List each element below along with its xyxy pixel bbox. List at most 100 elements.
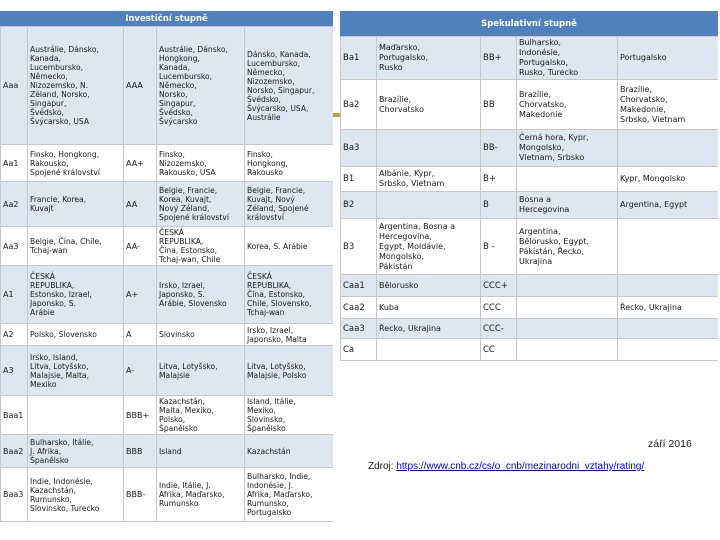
moodys-rating: Ba2 xyxy=(340,79,377,130)
sp-rating: AA+ xyxy=(123,144,157,182)
investment-grade-table: Aaa Austrálie, Dánsko, Kanada, Lucembursk… xyxy=(0,26,333,522)
moodys-rating: A1 xyxy=(0,265,28,324)
sp-rating: A xyxy=(123,323,157,346)
sp-countries: ČESKÁ REPUBLIKA, Čína, Estonsko, Tchaj-w… xyxy=(156,226,245,266)
source-line: Zdroj: https://www.cnb.cz/cs/o_cnb/mezin… xyxy=(368,461,644,472)
date-label: září 2016 xyxy=(648,438,692,450)
fitch-countries: Korea, S. Arábie xyxy=(244,226,333,266)
moodys-rating: Ba3 xyxy=(340,129,377,167)
moodys-countries: Bělorusko xyxy=(376,274,481,297)
speculative-grade-table-panel: Spekulativní stupně Ba1 Maďarsko, Portuga… xyxy=(340,11,718,397)
moodys-countries: Francie, Korea, Kuvajt xyxy=(27,181,124,227)
sp-rating: AA xyxy=(123,181,157,227)
moodys-rating: Aa2 xyxy=(0,181,28,227)
sp-countries: Slovinsko xyxy=(156,323,245,346)
moodys-countries: Řecko, Ukrajina xyxy=(376,318,481,339)
investment-grade-header: Investiční stupně xyxy=(0,11,333,26)
investment-row: Aa3 Belgie, Čína, Chile, Tchaj-wan AA- ČESK… xyxy=(0,226,333,266)
moodys-countries: Indie, Indonésie, Kazachstán, Rumunsko, … xyxy=(27,467,124,522)
sp-countries xyxy=(516,338,618,361)
moodys-countries: Polsko, Slovensko xyxy=(27,323,124,346)
fitch-countries: Litva, Lotyšsko, Malajsie, Polsko xyxy=(244,345,333,396)
sp-countries xyxy=(516,296,618,319)
moodys-rating: Caa2 xyxy=(340,296,377,319)
sp-rating: BBB+ xyxy=(123,395,157,435)
investment-row: A3 Irsko, Island, Litva, Lotyšsko, Malajs… xyxy=(0,345,333,396)
source-prefix: Zdroj: xyxy=(368,461,397,472)
sp-rating: A+ xyxy=(123,265,157,324)
fitch-countries: Řecko, Ukrajina xyxy=(617,296,718,319)
sp-countries xyxy=(516,318,618,339)
fitch-countries: Island, Itálie, Mexiko, Slovinsko, Španě… xyxy=(244,395,333,435)
fitch-countries xyxy=(617,318,718,339)
sp-countries: Kazachstán, Malta, Mexiko, Polsko, Španě… xyxy=(156,395,245,435)
source-link[interactable]: https://www.cnb.cz/cs/o_cnb/mezinarodni_… xyxy=(396,461,645,472)
moodys-rating: Baa2 xyxy=(0,434,28,468)
sp-rating: CCC xyxy=(480,296,517,319)
moodys-countries: Argentina, Bosna a Hercegovina, Egypt, M… xyxy=(376,218,481,275)
moodys-countries: Finsko, Hongkong, Rakousko, Spojené král… xyxy=(27,144,124,182)
investment-row: Baa2 Bulharsko, Itálie, J. Afrika, Španěl… xyxy=(0,434,333,468)
fitch-countries: Portugalsko xyxy=(617,36,718,80)
sp-countries: Irsko, Izrael, Japonsko, S. Arábie, Slov… xyxy=(156,265,245,324)
fitch-countries: Argentina, Egypt xyxy=(617,191,718,219)
speculative-row: B3 Argentina, Bosna a Hercegovina, Egypt,… xyxy=(340,218,718,275)
sp-countries: Brazílie, Chorvatsko, Makedonie xyxy=(516,79,618,130)
moodys-countries: Irsko, Island, Litva, Lotyšsko, Malajsie… xyxy=(27,345,124,396)
moodys-countries: ČESKÁ REPUBLIKA, Estonsko, Izrael, Japon… xyxy=(27,265,124,324)
sp-countries: Island xyxy=(156,434,245,468)
sp-countries: Černá hora, Kypr, Mongolsko, Vietnam, Sr… xyxy=(516,129,618,167)
speculative-row: Ba3 BB- Černá hora, Kypr, Mongolsko, Vietn… xyxy=(340,129,718,167)
moodys-rating: Ca xyxy=(340,338,377,361)
sp-countries: Belgie, Francie, Korea, Kuvajt, Nový Zél… xyxy=(156,181,245,227)
fitch-countries xyxy=(617,129,718,167)
moodys-rating: Aa3 xyxy=(0,226,28,266)
fitch-countries: Bulharsko, Indie, Indonésie, J. Afrika, … xyxy=(244,467,333,522)
sp-rating: CC xyxy=(480,338,517,361)
fitch-countries: Kazachstán xyxy=(244,434,333,468)
investment-row: Aa1 Finsko, Hongkong, Rakousko, Spojené k… xyxy=(0,144,333,182)
sp-rating: BBB- xyxy=(123,467,157,522)
fitch-countries: ČESKÁ REPUBLIKA, Čína, Estonsko, Chile, … xyxy=(244,265,333,324)
sp-countries xyxy=(516,166,618,192)
investment-grade-table-panel: Investiční stupně Aaa Austrálie, Dánsko, … xyxy=(0,11,333,540)
speculative-row: Ba2 Brazílie, Chorvatsko BB Brazílie, Chorv… xyxy=(340,79,718,130)
sp-rating: BB+ xyxy=(480,36,517,80)
fitch-countries: Kypr, Mongolsko xyxy=(617,166,718,192)
moodys-countries: Belgie, Čína, Chile, Tchaj-wan xyxy=(27,226,124,266)
moodys-countries: Kuba xyxy=(376,296,481,319)
investment-row: A1 ČESKÁ REPUBLIKA, Estonsko, Izrael, Jap… xyxy=(0,265,333,324)
speculative-row: Caa3 Řecko, Ukrajina CCC- xyxy=(340,318,718,339)
speculative-row: Caa1 Bělorusko CCC+ xyxy=(340,274,718,297)
investment-row: Baa1 BBB+ Kazachstán, Malta, Mexiko, Polsk… xyxy=(0,395,333,435)
moodys-countries: Austrálie, Dánsko, Kanada, Lucembursko, … xyxy=(27,26,124,145)
sp-countries: Bosna a Hercegovina xyxy=(516,191,618,219)
sp-rating: B+ xyxy=(480,166,517,192)
sp-countries: Austrálie, Dánsko, Hongkong, Kanada, Luc… xyxy=(156,26,245,145)
moodys-countries: Brazílie, Chorvatsko xyxy=(376,79,481,130)
sp-rating: CCC- xyxy=(480,318,517,339)
investment-row: Aa2 Francie, Korea, Kuvajt AA Belgie, Franc… xyxy=(0,181,333,227)
moodys-countries xyxy=(376,191,481,219)
moodys-rating: Baa3 xyxy=(0,467,28,522)
moodys-rating: Baa1 xyxy=(0,395,28,435)
moodys-rating: B2 xyxy=(340,191,377,219)
sp-rating: B - xyxy=(480,218,517,275)
moodys-rating: Caa1 xyxy=(340,274,377,297)
fitch-countries: Irsko, Izrael, Japonsko, Malta xyxy=(244,323,333,346)
fitch-countries xyxy=(617,338,718,361)
sp-rating: AAA xyxy=(123,26,157,145)
moodys-rating: Aaa xyxy=(0,26,28,145)
speculative-row: Ba1 Maďarsko, Portugalsko, Rusko BB+ Bulhar… xyxy=(340,36,718,80)
fitch-countries: Dánsko, Kanada, Lucembursko, Německo, Ni… xyxy=(244,26,333,145)
sp-countries: Litva, Lotyšsko, Malajsie xyxy=(156,345,245,396)
speculative-row: Caa2 Kuba CCC Řecko, Ukrajina xyxy=(340,296,718,319)
sp-rating: A- xyxy=(123,345,157,396)
sp-countries: Bulharsko, Indonésie, Portugalsko, Rusko… xyxy=(516,36,618,80)
moodys-rating: A3 xyxy=(0,345,28,396)
moodys-rating: Ba1 xyxy=(340,36,377,80)
fitch-countries: Finsko, Hongkong, Rakousko xyxy=(244,144,333,182)
sp-countries: Argentina, Bělorusko, Egypt, Pákistán, Ř… xyxy=(516,218,618,275)
moodys-countries: Bulharsko, Itálie, J. Afrika, Španělsko xyxy=(27,434,124,468)
investment-row: Baa3 Indie, Indonésie, Kazachstán, Rumuns… xyxy=(0,467,333,522)
